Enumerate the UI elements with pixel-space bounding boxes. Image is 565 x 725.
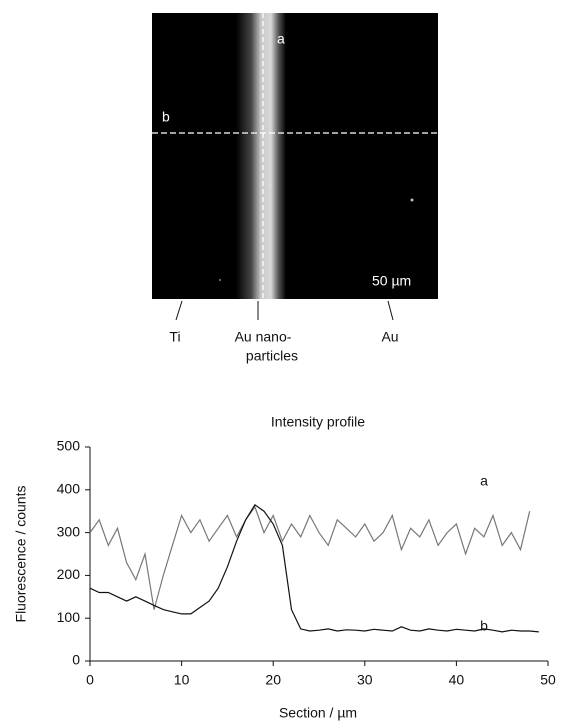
- line-label: b: [162, 109, 170, 125]
- series-line: [89, 503, 539, 633]
- x-tick-label: 10: [174, 672, 190, 688]
- series-line: [89, 505, 531, 610]
- x-tick-label: 50: [540, 672, 556, 688]
- nanoparticle-band: [236, 13, 286, 299]
- y-tick-label: 500: [57, 438, 81, 454]
- y-tick-label: 100: [57, 609, 81, 625]
- y-tick-label: 0: [72, 652, 80, 668]
- speck: [410, 198, 414, 202]
- y-tick-label: 400: [57, 481, 81, 497]
- x-tick-label: 30: [357, 672, 373, 688]
- x-tick-label: 0: [86, 672, 94, 688]
- scale-bar-label: 50 µm: [372, 273, 411, 289]
- series-label: b: [480, 618, 488, 634]
- series-label: a: [480, 473, 488, 489]
- x-tick-label: 20: [265, 672, 281, 688]
- y-tick-label: 300: [57, 523, 81, 539]
- y-axis-label: Fluorescence / counts: [13, 486, 29, 623]
- image-background: [152, 13, 438, 299]
- region-label: Au: [381, 329, 398, 345]
- micrograph: a b 50 µm Ti Au nano- particles Au: [152, 13, 438, 364]
- line-label: a: [277, 31, 285, 47]
- chart-title: Intensity profile: [271, 414, 365, 430]
- region-label: particles: [246, 348, 298, 364]
- region-label: Au nano-: [235, 329, 292, 345]
- speck: [268, 183, 272, 187]
- x-axis-label: Section / µm: [279, 705, 357, 721]
- region-label: Ti: [169, 329, 180, 345]
- leader-line: [387, 300, 394, 321]
- speck: [219, 279, 221, 281]
- leader-line: [175, 300, 183, 321]
- y-tick-label: 200: [57, 566, 81, 582]
- x-tick-label: 40: [449, 672, 465, 688]
